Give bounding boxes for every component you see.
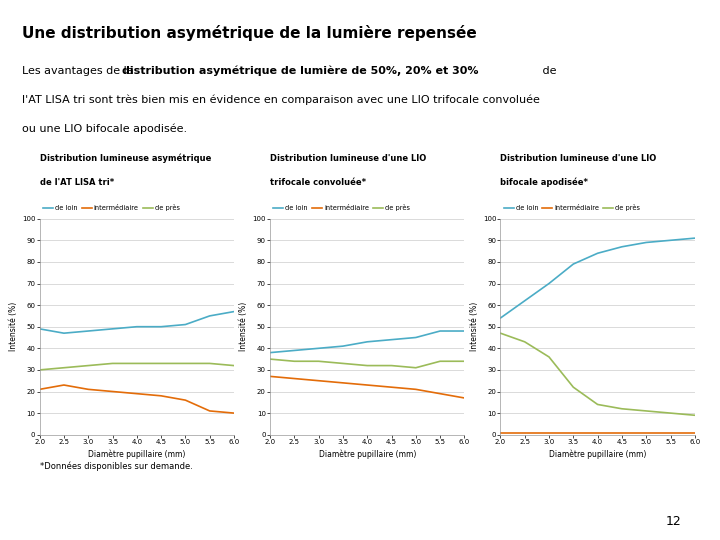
Text: Une distribution asymétrique de la lumière repensée: Une distribution asymétrique de la lumiè… <box>22 25 477 41</box>
Legend: de loin, intermédiaire, de près: de loin, intermédiaire, de près <box>43 204 179 211</box>
Text: de: de <box>539 66 556 76</box>
Text: ZEISS: ZEISS <box>647 24 675 33</box>
Text: Distribution lumineuse d'une LIO: Distribution lumineuse d'une LIO <box>500 153 657 163</box>
Text: distribution asymétrique de lumière de 50%, 20% et 30%: distribution asymétrique de lumière de 5… <box>122 66 478 76</box>
Text: Les avantages de la: Les avantages de la <box>22 66 137 76</box>
Text: 12: 12 <box>665 515 681 528</box>
Text: Distribution lumineuse asymétrique: Distribution lumineuse asymétrique <box>40 153 211 163</box>
Text: l'AT LISA tri sont très bien mis en évidence en comparaison avec une LIO trifoca: l'AT LISA tri sont très bien mis en évid… <box>22 94 539 105</box>
Text: *Données disponibles sur demande.: *Données disponibles sur demande. <box>40 461 192 471</box>
Legend: de loin, intermédiaire, de près: de loin, intermédiaire, de près <box>274 204 410 211</box>
X-axis label: Diamètre pupillaire (mm): Diamètre pupillaire (mm) <box>318 449 416 458</box>
Y-axis label: Intensité (%): Intensité (%) <box>9 302 18 352</box>
X-axis label: Diamètre pupillaire (mm): Diamètre pupillaire (mm) <box>549 449 647 458</box>
Text: Distribution lumineuse d'une LIO: Distribution lumineuse d'une LIO <box>270 153 426 163</box>
X-axis label: Diamètre pupillaire (mm): Diamètre pupillaire (mm) <box>88 449 186 458</box>
Y-axis label: Intensité (%): Intensité (%) <box>469 302 479 352</box>
Legend: de loin, Intermédiaire, de près: de loin, Intermédiaire, de près <box>504 204 640 211</box>
Polygon shape <box>644 46 678 56</box>
Text: de l'AT LISA tri*: de l'AT LISA tri* <box>40 178 114 187</box>
Text: ou une LIO bifocale apodisée.: ou une LIO bifocale apodisée. <box>22 124 186 134</box>
Text: bifocale apodisée*: bifocale apodisée* <box>500 178 588 187</box>
Y-axis label: Intensité (%): Intensité (%) <box>239 302 248 352</box>
Text: trifocale convoluée*: trifocale convoluée* <box>270 178 366 187</box>
